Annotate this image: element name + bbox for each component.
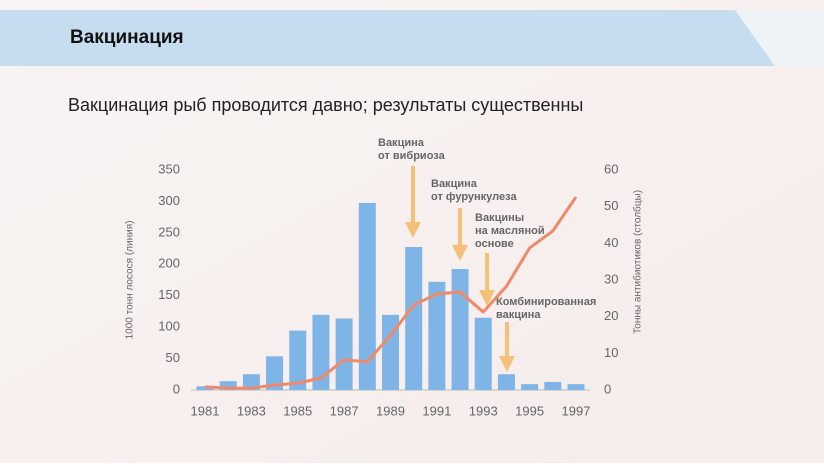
x-tick-label: 1991 — [422, 403, 451, 418]
y-tick-label: 350 — [158, 161, 180, 176]
y-tick-label: 50 — [166, 350, 180, 365]
x-tick-label: 1993 — [469, 403, 498, 418]
bar — [474, 317, 492, 390]
bar — [521, 384, 539, 390]
y2-tick-label: 40 — [604, 235, 618, 250]
header-band — [0, 10, 775, 66]
annotation: Комбинированная вакцина — [496, 296, 596, 321]
bar — [289, 330, 307, 390]
bar — [544, 381, 562, 390]
bar — [428, 281, 446, 390]
y2-tick-label: 0 — [604, 381, 611, 396]
x-tick-label: 1983 — [237, 403, 266, 418]
bar — [405, 247, 423, 390]
bar — [382, 314, 399, 390]
bar — [451, 269, 469, 390]
bar — [335, 318, 353, 390]
header-title: Вакцинация — [70, 27, 184, 48]
annotation-line: Комбинированная — [496, 296, 596, 308]
y2-axis-label: Тонны антибиотиков (столбцы) — [632, 190, 644, 334]
x-tick-label: 1995 — [515, 403, 544, 418]
line — [204, 196, 578, 390]
subtitle: Вакцинация рыб проводится давно; результ… — [68, 95, 583, 115]
annotation-line: на масляной — [475, 225, 545, 237]
annotation-line: Вакцина — [431, 178, 478, 190]
x-tick-label: 1997 — [562, 403, 591, 418]
bar — [358, 203, 376, 390]
x-tick-label: 1987 — [330, 403, 359, 418]
annotation-line: от фурункулеза — [431, 191, 517, 203]
y-tick-label: 0 — [173, 381, 180, 396]
y-tick-label: 100 — [158, 319, 180, 334]
annotations: Вакцина от вибриоза Вакцина от фурункулеза… — [378, 137, 596, 372]
annotation: Вакцина от фурункулеза — [431, 178, 517, 203]
bar — [219, 381, 237, 390]
annotation-line: основе — [475, 238, 514, 250]
bar — [266, 356, 284, 390]
x-tick-label: 1985 — [283, 403, 312, 418]
annotation-line: Вакцина — [378, 137, 425, 149]
annotation: Вакцина от вибриоза — [378, 137, 446, 162]
y2-tick-label: 30 — [604, 271, 618, 286]
x-tick-label: 1989 — [376, 403, 405, 418]
annotation-line: Вакцины — [475, 212, 524, 224]
bar — [497, 374, 515, 390]
annotation-line: от вибриоза — [378, 150, 446, 162]
header-band-tail — [735, 10, 824, 66]
y-tick-label: 250 — [158, 224, 180, 239]
plot: 0 50 100 150 200 250 300 350 0 10 20 30 40 50 60 1981 19… — [158, 161, 618, 418]
y2-tick-label: 50 — [604, 198, 618, 213]
y2-tick-label: 10 — [604, 345, 618, 360]
y-tick-label: 150 — [158, 287, 180, 302]
annotation-line: вакцина — [496, 309, 541, 321]
y2-tick-label: 60 — [604, 161, 618, 176]
y-tick-label: 300 — [158, 193, 180, 208]
y-axis-label: 1000 тонн лосося (линия) — [125, 221, 136, 340]
bar — [312, 314, 330, 390]
x-tick-label: 1981 — [191, 403, 220, 418]
y-tick-label: 200 — [158, 256, 180, 271]
bar — [567, 384, 585, 390]
y2-tick-label: 20 — [604, 308, 618, 323]
annotation: Вакцины на масляной основе — [475, 212, 545, 250]
